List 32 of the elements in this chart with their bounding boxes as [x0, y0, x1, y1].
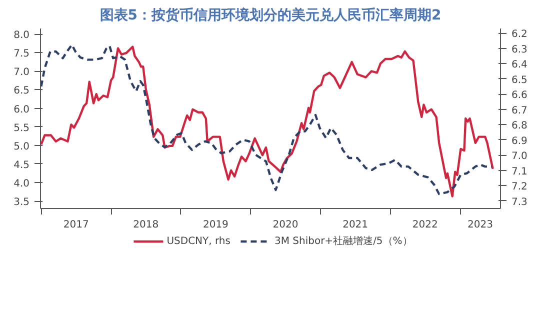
legend-label: USDCNY, rhs	[166, 236, 230, 246]
y2-tick-label: 7.3	[512, 196, 528, 208]
y2-tick-label: 7.0	[512, 151, 528, 162]
x-tick-label: 2019	[202, 220, 228, 230]
y2-tick-label: 6.7	[512, 105, 528, 116]
y-tick-label: 3.5	[14, 197, 30, 208]
y-tick-label: 6.0	[14, 104, 30, 116]
x-tick-label: 2021	[342, 220, 368, 230]
y-tick-label: 4.5	[14, 160, 30, 171]
y2-tick-label: 6.4	[512, 60, 528, 71]
y2-tick-label: 6.3	[512, 44, 528, 56]
y-tick-label: 6.5	[14, 86, 30, 97]
y2-tick-label: 6.9	[512, 136, 528, 147]
y-tick-label: 7.5	[14, 48, 30, 60]
y-tick-label: 7.0	[14, 67, 30, 78]
legend-label: 3M Shibor+社融增速/5（%）	[274, 234, 412, 248]
y2-tick-label: 6.5	[512, 74, 528, 86]
x-tick-label: 2018	[133, 220, 159, 230]
x-tick-label: 2022	[412, 220, 438, 230]
y-tick-label: 5.0	[14, 141, 30, 152]
y2-tick-label: 6.2	[512, 29, 528, 40]
x-tick-label: 2023	[468, 220, 493, 230]
x-tick-label: 2020	[272, 220, 298, 230]
y-tick-label: 5.5	[14, 122, 30, 134]
y2-tick-label: 7.1	[512, 166, 528, 178]
chart-title: 图表5：按货币信用环境划分的美元兑人民币汇率周期2	[100, 6, 442, 24]
y-tick-label: 4.0	[14, 178, 30, 190]
x-tick-label: 2017	[63, 220, 89, 230]
y2-tick-label: 6.6	[512, 90, 528, 102]
y2-tick-label: 7.2	[512, 182, 528, 193]
y2-tick-label: 6.8	[512, 120, 528, 132]
y-tick-label: 8.0	[14, 30, 30, 42]
